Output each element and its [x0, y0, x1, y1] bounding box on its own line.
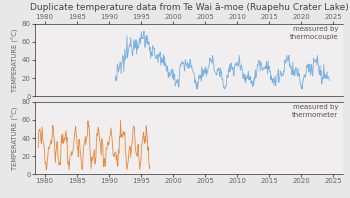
Text: measured by
thermometer: measured by thermometer — [292, 104, 338, 118]
Y-axis label: TEMPERATURE (°C): TEMPERATURE (°C) — [12, 28, 19, 92]
Title: Duplicate temperature data from Te Wai ā-moe (Ruapehu Crater Lake): Duplicate temperature data from Te Wai ā… — [30, 3, 348, 12]
Text: measured by
thermocouple: measured by thermocouple — [290, 26, 338, 40]
Y-axis label: TEMPERATURE (°C): TEMPERATURE (°C) — [12, 106, 19, 170]
